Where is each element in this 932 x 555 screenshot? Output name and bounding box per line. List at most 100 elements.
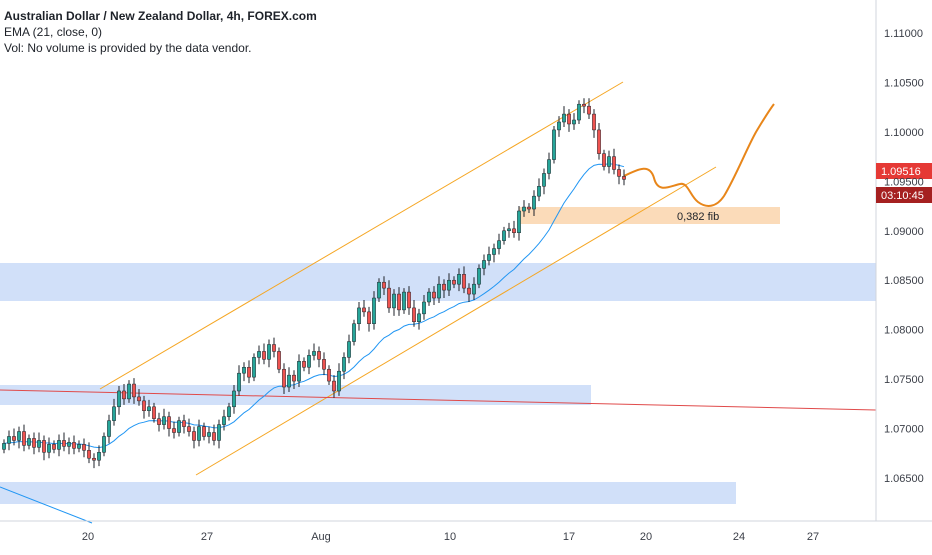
candle[interactable] bbox=[32, 432, 36, 455]
price-axis[interactable]: 1.09516 03:10:45 1.11000 1.10500 1.10000 1.… bbox=[875, 0, 932, 521]
candle[interactable] bbox=[212, 424, 216, 446]
ema-line[interactable] bbox=[3, 163, 625, 449]
candle[interactable] bbox=[292, 370, 296, 389]
candle[interactable] bbox=[197, 419, 201, 447]
candle[interactable] bbox=[357, 301, 361, 331]
descending-line[interactable] bbox=[0, 486, 93, 524]
candle[interactable] bbox=[287, 367, 291, 392]
candle[interactable] bbox=[557, 116, 561, 137]
candle[interactable] bbox=[217, 419, 221, 449]
candle[interactable] bbox=[87, 442, 91, 464]
candle[interactable] bbox=[202, 422, 206, 441]
candle[interactable] bbox=[412, 300, 416, 327]
projection-path[interactable] bbox=[623, 103, 775, 207]
candle[interactable] bbox=[252, 353, 256, 382]
candle[interactable] bbox=[232, 385, 236, 414]
candle[interactable] bbox=[302, 357, 306, 372]
candle[interactable] bbox=[572, 113, 576, 130]
candle[interactable] bbox=[167, 411, 171, 437]
candle[interactable] bbox=[517, 206, 521, 241]
candle[interactable] bbox=[312, 343, 316, 361]
candle[interactable] bbox=[527, 203, 531, 213]
candle[interactable] bbox=[387, 280, 391, 313]
candle[interactable] bbox=[447, 273, 451, 297]
candle[interactable] bbox=[132, 378, 136, 404]
candle[interactable] bbox=[112, 398, 116, 426]
candle[interactable] bbox=[282, 363, 286, 394]
candle[interactable] bbox=[482, 254, 486, 276]
candle[interactable] bbox=[322, 352, 326, 376]
candle[interactable] bbox=[422, 295, 426, 320]
candle[interactable] bbox=[342, 352, 346, 380]
candle[interactable] bbox=[242, 362, 246, 382]
candle[interactable] bbox=[337, 363, 341, 396]
candle[interactable] bbox=[157, 412, 161, 432]
candle[interactable] bbox=[347, 334, 351, 364]
candle[interactable] bbox=[457, 268, 461, 292]
candle[interactable] bbox=[367, 306, 371, 332]
candle[interactable] bbox=[537, 178, 541, 202]
horizontal-trend-line[interactable] bbox=[0, 389, 877, 411]
lower-support-zone[interactable] bbox=[0, 482, 736, 504]
candle[interactable] bbox=[437, 276, 441, 303]
channel-lower-line[interactable] bbox=[195, 166, 717, 476]
candle[interactable] bbox=[372, 291, 376, 330]
candle[interactable] bbox=[237, 365, 241, 396]
candle[interactable] bbox=[82, 438, 86, 458]
candle[interactable] bbox=[162, 408, 166, 430]
candle[interactable] bbox=[487, 246, 491, 266]
candle[interactable] bbox=[512, 220, 516, 238]
symbol-title[interactable]: Australian Dollar / New Zealand Dollar, … bbox=[4, 9, 317, 23]
candle[interactable] bbox=[622, 169, 626, 186]
candle[interactable] bbox=[92, 453, 96, 469]
candle[interactable] bbox=[497, 233, 501, 255]
time-axis[interactable]: 20 27 Aug 10 17 20 24 27 bbox=[0, 520, 932, 543]
candle[interactable] bbox=[122, 384, 126, 405]
candle[interactable] bbox=[402, 288, 406, 314]
candle[interactable] bbox=[47, 437, 51, 459]
candle[interactable] bbox=[22, 424, 26, 452]
candle[interactable] bbox=[12, 428, 16, 446]
candle[interactable] bbox=[492, 243, 496, 263]
candle[interactable] bbox=[107, 414, 111, 444]
candle[interactable] bbox=[247, 360, 251, 384]
candle[interactable] bbox=[502, 226, 506, 245]
candle[interactable] bbox=[452, 276, 456, 289]
candle[interactable] bbox=[612, 148, 616, 175]
volume-indicator-label[interactable]: Vol: No volume is provided by the data v… bbox=[4, 41, 252, 55]
candle[interactable] bbox=[472, 277, 476, 300]
candle[interactable] bbox=[277, 347, 281, 374]
candle[interactable] bbox=[57, 434, 61, 457]
candle[interactable] bbox=[42, 435, 46, 461]
candle[interactable] bbox=[417, 308, 421, 330]
candle[interactable] bbox=[297, 354, 301, 388]
candle[interactable] bbox=[52, 440, 56, 454]
candle[interactable] bbox=[392, 289, 396, 316]
candle[interactable] bbox=[187, 418, 191, 437]
candle[interactable] bbox=[592, 109, 596, 138]
candle[interactable] bbox=[432, 286, 436, 305]
candle[interactable] bbox=[332, 375, 336, 398]
candle[interactable] bbox=[142, 395, 146, 419]
candle[interactable] bbox=[262, 343, 266, 365]
candle[interactable] bbox=[397, 287, 401, 316]
candle[interactable] bbox=[227, 402, 231, 421]
candle[interactable] bbox=[67, 437, 71, 455]
candle[interactable] bbox=[362, 300, 366, 317]
candle[interactable] bbox=[17, 426, 21, 449]
candle[interactable] bbox=[607, 150, 611, 174]
candle[interactable] bbox=[257, 345, 261, 365]
candle[interactable] bbox=[552, 125, 556, 164]
candle[interactable] bbox=[522, 200, 526, 217]
candle[interactable] bbox=[182, 414, 186, 434]
candle[interactable] bbox=[547, 152, 551, 180]
candle[interactable] bbox=[37, 432, 41, 453]
candle[interactable] bbox=[507, 222, 511, 238]
candle[interactable] bbox=[147, 399, 151, 417]
fib-zone[interactable] bbox=[519, 207, 780, 224]
candle[interactable] bbox=[317, 346, 321, 368]
candle[interactable] bbox=[617, 164, 621, 185]
candle[interactable] bbox=[377, 278, 381, 302]
channel-upper-line[interactable] bbox=[99, 81, 624, 390]
